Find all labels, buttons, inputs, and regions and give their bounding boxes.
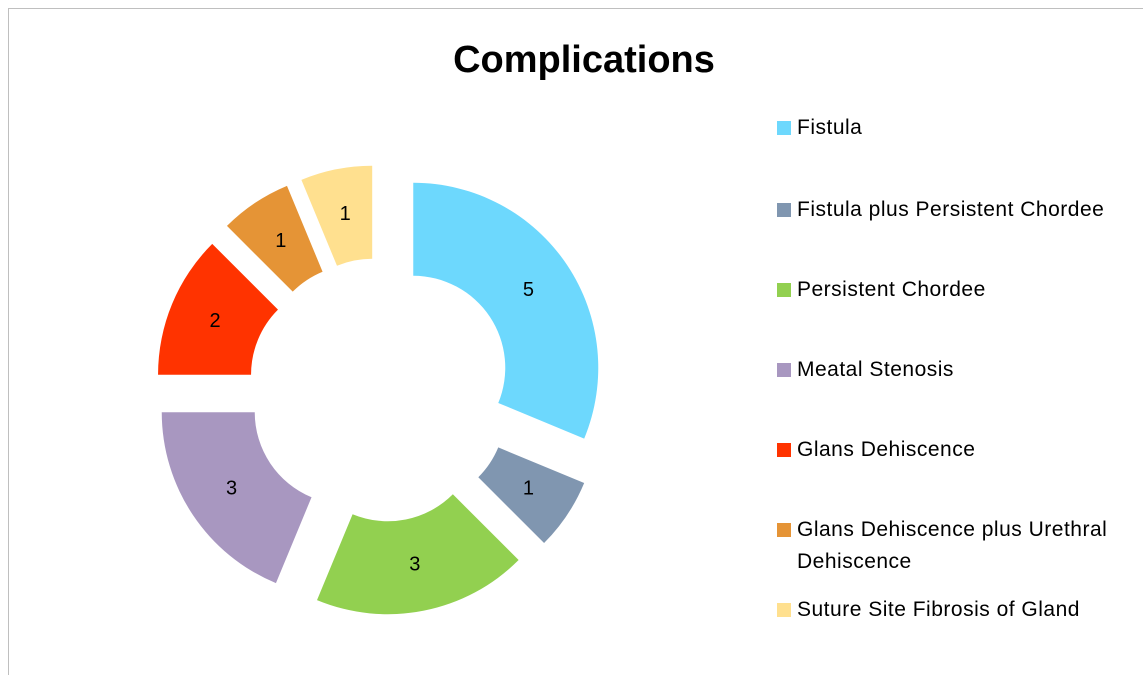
legend-item: Fistula plus Persistent Chordee bbox=[777, 194, 1137, 226]
legend-label: Glans Dehiscence plus Urethral Dehiscenc… bbox=[797, 518, 1108, 573]
data-label: 1 bbox=[275, 230, 286, 252]
legend-label: Persistent Chordee bbox=[797, 278, 986, 301]
chart-title: Complications bbox=[453, 39, 715, 81]
legend-item: Meatal Stenosis bbox=[777, 354, 1137, 386]
legend-label: Meatal Stenosis bbox=[797, 358, 954, 381]
legend-item: Suture Site Fibrosis of Gland bbox=[777, 594, 1137, 626]
legend-item: Glans Dehiscence plus Urethral Dehiscenc… bbox=[777, 514, 1137, 578]
legend-swatch bbox=[777, 283, 791, 297]
doughnut-segment bbox=[161, 412, 312, 584]
legend-item: Persistent Chordee bbox=[777, 274, 1137, 306]
data-label: 1 bbox=[340, 203, 351, 225]
legend-label: Fistula plus Persistent Chordee bbox=[797, 198, 1105, 221]
legend-swatch bbox=[777, 203, 791, 217]
data-label: 3 bbox=[226, 477, 237, 499]
legend-swatch bbox=[777, 443, 791, 457]
legend-label: Fistula bbox=[797, 116, 863, 139]
data-label: 2 bbox=[210, 310, 221, 332]
data-label: 1 bbox=[523, 477, 534, 499]
legend-swatch bbox=[777, 121, 791, 135]
data-label: 5 bbox=[523, 279, 534, 301]
legend-item: Fistula bbox=[777, 112, 1137, 144]
data-label: 3 bbox=[409, 553, 420, 575]
legend-swatch bbox=[777, 603, 791, 617]
legend-label: Glans Dehiscence bbox=[797, 438, 976, 461]
legend-item: Glans Dehiscence bbox=[777, 434, 1137, 466]
doughnut-segment bbox=[301, 165, 373, 266]
doughnut-segment bbox=[226, 185, 323, 292]
chart-border bbox=[8, 8, 1143, 675]
doughnut-segment bbox=[478, 447, 585, 544]
doughnut-segment bbox=[317, 494, 519, 615]
doughnut-segment bbox=[158, 243, 278, 375]
legend-swatch bbox=[777, 363, 791, 377]
legend-swatch bbox=[777, 523, 791, 537]
legend-label: Suture Site Fibrosis of Gland bbox=[797, 598, 1080, 621]
doughnut-segment bbox=[413, 182, 599, 439]
